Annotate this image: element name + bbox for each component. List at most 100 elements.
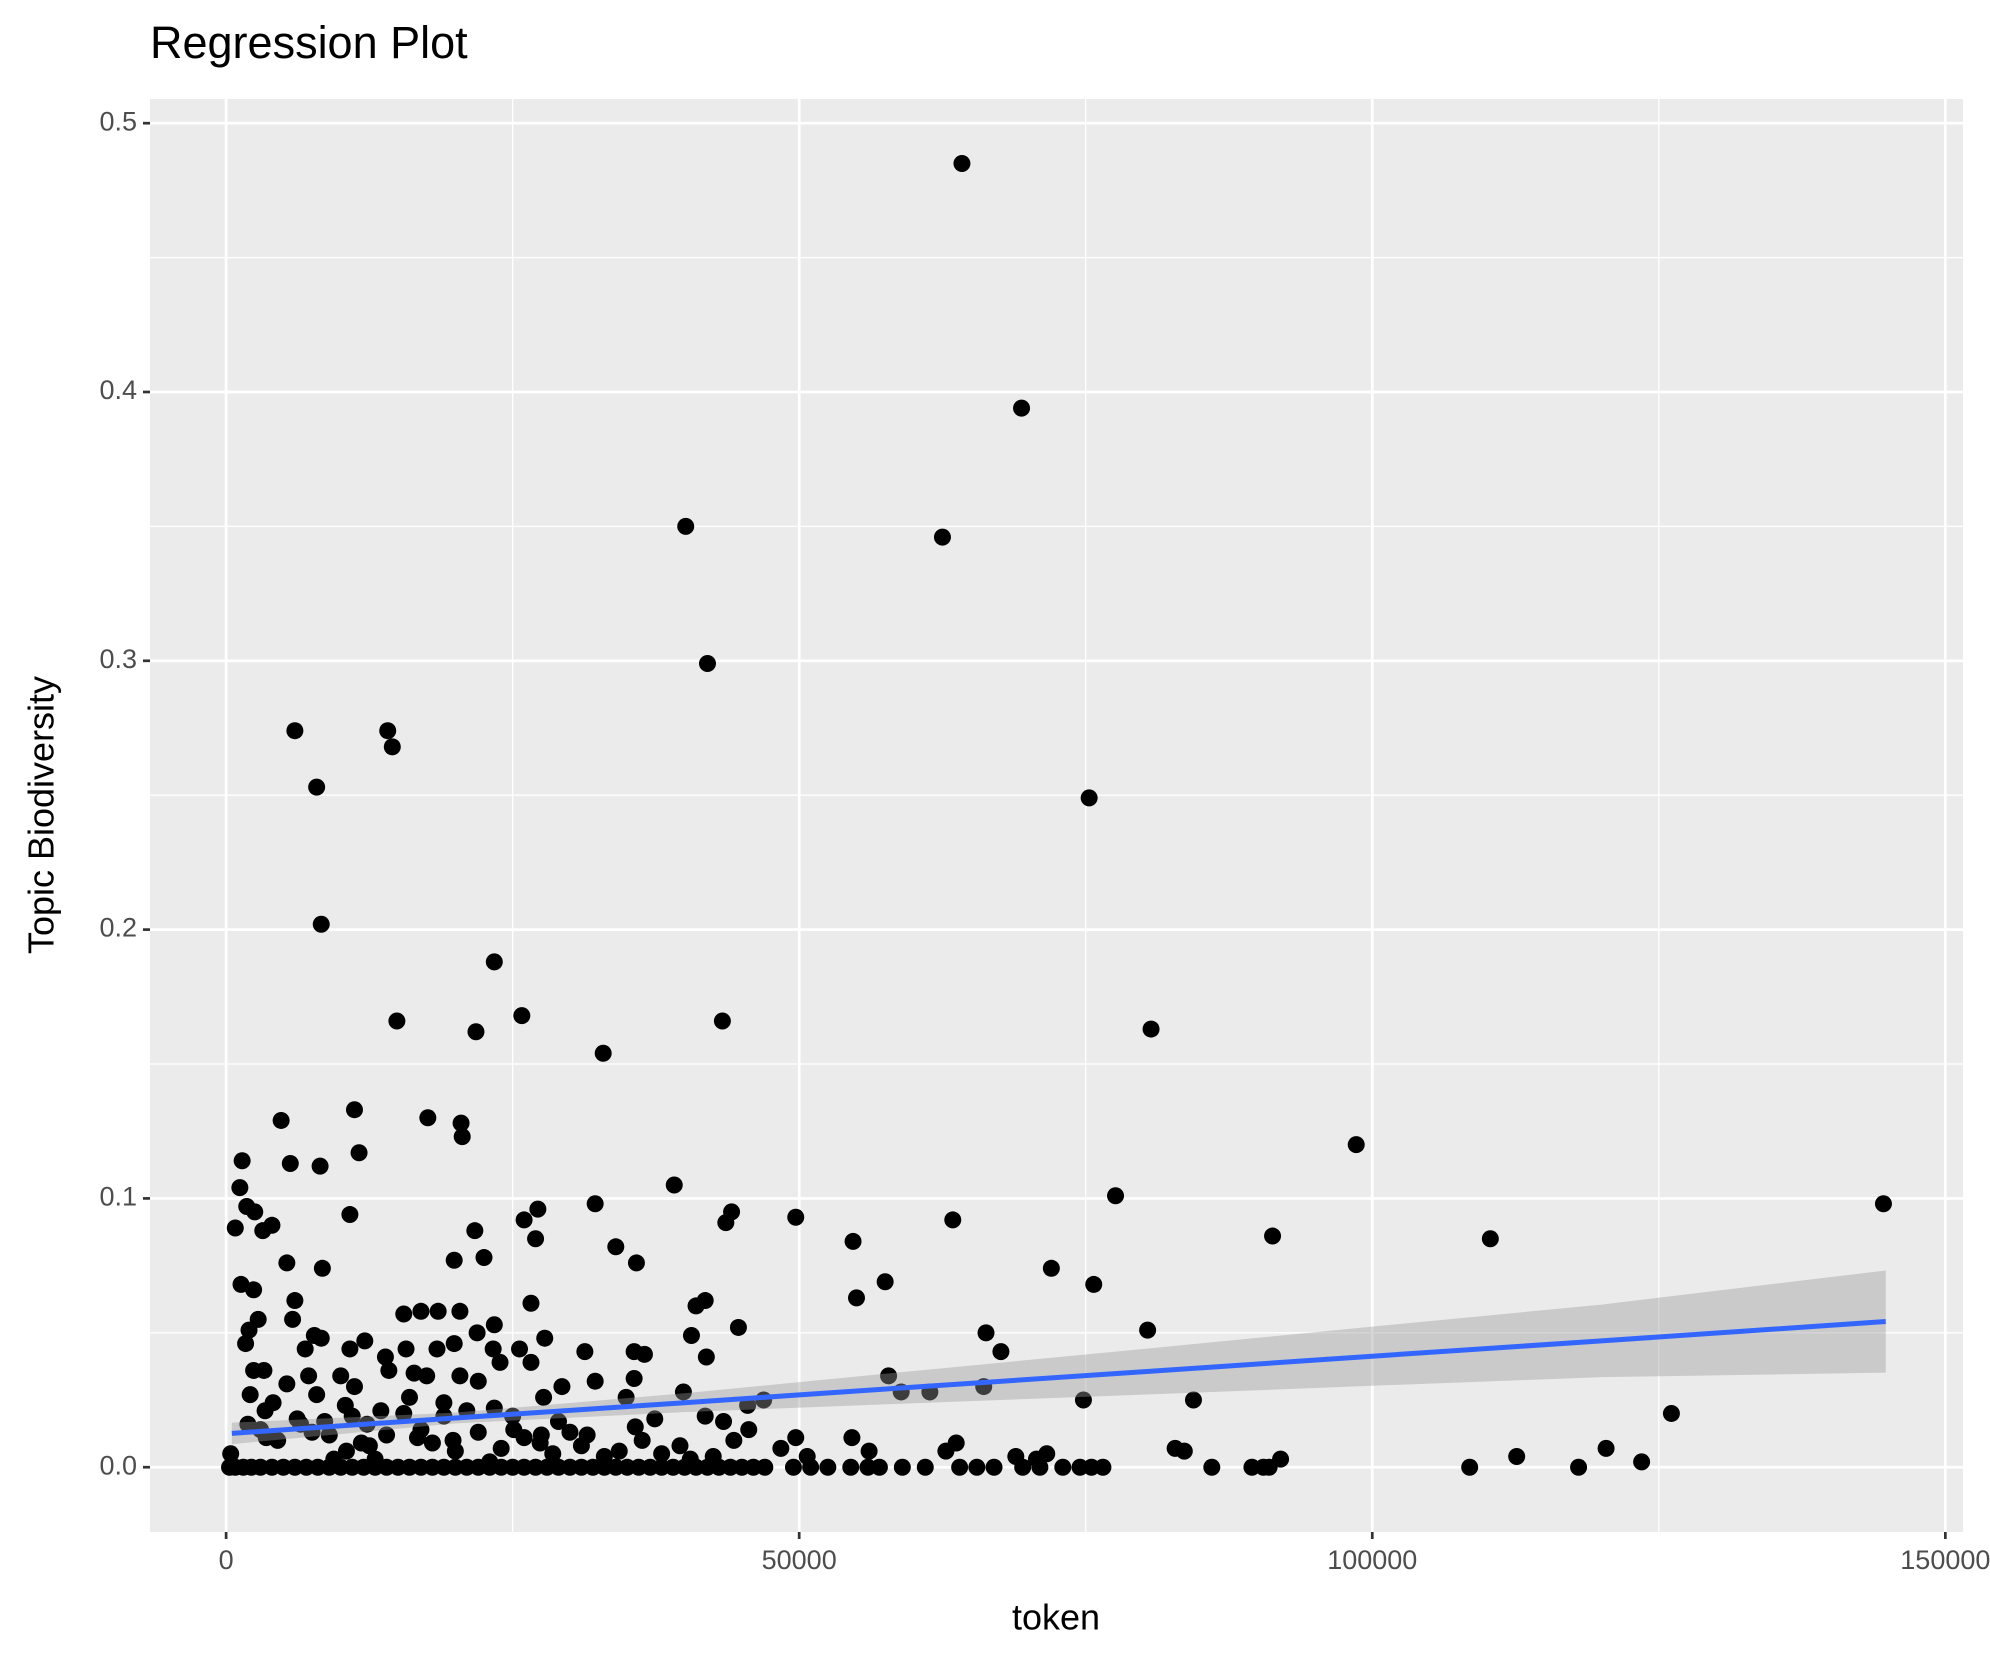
point — [383, 738, 401, 756]
point — [1662, 1404, 1680, 1422]
point — [445, 1335, 463, 1353]
point — [529, 1200, 547, 1218]
point — [687, 1297, 705, 1315]
point — [653, 1445, 671, 1463]
point — [451, 1302, 469, 1320]
point — [610, 1442, 628, 1460]
point — [880, 1367, 898, 1385]
point — [847, 1289, 865, 1307]
point — [532, 1426, 550, 1444]
point — [240, 1321, 258, 1339]
point — [345, 1101, 363, 1119]
point — [1203, 1458, 1221, 1476]
point — [485, 1399, 503, 1417]
point — [418, 1367, 436, 1385]
point — [492, 1439, 510, 1457]
point — [226, 1219, 244, 1237]
point — [400, 1388, 418, 1406]
point — [485, 1316, 503, 1334]
point — [1508, 1447, 1526, 1465]
point — [671, 1437, 689, 1455]
point — [245, 1281, 263, 1299]
point — [469, 1423, 487, 1441]
point — [635, 1345, 653, 1363]
point — [586, 1195, 604, 1213]
point — [272, 1111, 290, 1129]
point — [860, 1442, 878, 1460]
point — [281, 1154, 299, 1172]
point — [951, 1458, 969, 1476]
point — [572, 1437, 590, 1455]
point — [231, 1179, 249, 1197]
point — [594, 1044, 612, 1062]
point — [337, 1442, 355, 1460]
point — [286, 722, 304, 740]
point — [278, 1375, 296, 1393]
point — [756, 1458, 774, 1476]
point — [787, 1429, 805, 1447]
point — [544, 1445, 562, 1463]
point — [343, 1407, 361, 1425]
point — [241, 1386, 259, 1404]
point — [515, 1429, 533, 1447]
point — [485, 953, 503, 971]
point — [380, 1361, 398, 1379]
x-tick-label: 0 — [219, 1545, 234, 1575]
point — [511, 1340, 529, 1358]
point — [772, 1439, 790, 1457]
point — [1013, 399, 1031, 417]
point — [549, 1413, 567, 1431]
point — [586, 1372, 604, 1390]
point — [513, 1007, 531, 1025]
point — [222, 1445, 240, 1463]
point — [674, 1383, 692, 1401]
point — [1085, 1275, 1103, 1293]
y-tick-label: 0.0 — [99, 1450, 137, 1480]
point — [1461, 1458, 1479, 1476]
point — [802, 1458, 820, 1476]
point — [467, 1023, 485, 1041]
point — [522, 1353, 540, 1371]
point — [256, 1402, 274, 1420]
point — [1014, 1458, 1032, 1476]
point — [356, 1332, 374, 1350]
point — [515, 1211, 533, 1229]
plot-panel — [150, 99, 1963, 1532]
point — [725, 1431, 743, 1449]
point — [372, 1402, 390, 1420]
point — [893, 1458, 911, 1476]
point — [254, 1222, 272, 1240]
point — [378, 1426, 396, 1444]
point — [451, 1367, 469, 1385]
point — [713, 1012, 731, 1030]
point — [313, 1259, 331, 1277]
point — [312, 915, 330, 933]
point — [876, 1273, 894, 1291]
point — [345, 1378, 363, 1396]
point — [697, 1348, 715, 1366]
point — [977, 1324, 995, 1342]
point — [341, 1206, 359, 1224]
point — [1570, 1458, 1588, 1476]
point — [937, 1442, 955, 1460]
point — [1597, 1439, 1615, 1457]
point — [453, 1128, 471, 1146]
point — [350, 1144, 368, 1162]
point — [405, 1364, 423, 1382]
point — [475, 1249, 493, 1267]
point — [305, 1327, 323, 1345]
point — [1107, 1187, 1125, 1205]
point — [985, 1458, 1003, 1476]
point — [469, 1372, 487, 1390]
point — [332, 1367, 350, 1385]
point — [1074, 1391, 1092, 1409]
point — [320, 1426, 338, 1444]
point — [1142, 1020, 1160, 1038]
point — [607, 1238, 625, 1256]
point — [784, 1458, 802, 1476]
point — [576, 1343, 594, 1361]
point — [1874, 1195, 1892, 1213]
x-tick-label: 50000 — [762, 1545, 837, 1575]
point — [1184, 1391, 1202, 1409]
